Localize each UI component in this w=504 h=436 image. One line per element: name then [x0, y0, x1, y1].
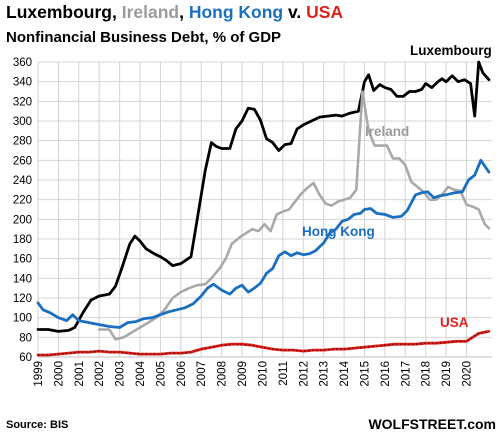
y-tick-label: 360 — [13, 57, 32, 69]
y-tick-label: 240 — [13, 175, 32, 187]
series-line-ireland — [97, 90, 491, 341]
y-tick-label: 280 — [13, 136, 32, 148]
annotation-usa: USA — [440, 315, 469, 330]
annotation-hong-kong: Hong Kong — [302, 224, 375, 239]
y-tick-label: 260 — [13, 155, 32, 167]
y-tick-label: 160 — [13, 254, 32, 266]
x-tick-label: 2014 — [339, 360, 351, 386]
chart-title-part: USA — [306, 2, 344, 22]
y-tick-label: 100 — [13, 313, 32, 325]
y-tick-label: 180 — [13, 234, 32, 246]
x-tick-label: 2006 — [176, 361, 188, 387]
chart-title-part: , — [111, 2, 122, 22]
y-tick-label: 60 — [19, 352, 32, 364]
y-tick-label: 220 — [13, 195, 32, 207]
source-note: Source: BIS — [6, 419, 68, 431]
x-tick-label: 2016 — [380, 361, 392, 387]
x-tick-label: 2001 — [74, 361, 86, 387]
chart-title-part: Luxembourg — [6, 2, 112, 22]
x-tick-label: 2013 — [319, 361, 331, 387]
y-tick-label: 80 — [19, 332, 32, 344]
x-tick-label: 2017 — [400, 361, 412, 387]
x-tick-label: 2000 — [53, 361, 65, 387]
x-tick-label: 2007 — [196, 361, 208, 387]
chart-title-part: Hong Kong — [188, 2, 284, 22]
x-tick-label: 2019 — [441, 361, 453, 387]
x-tick-label: 2009 — [237, 361, 249, 387]
x-tick-label: 2005 — [155, 361, 167, 387]
y-tick-label: 120 — [13, 293, 32, 305]
chart-subtitle: Nonfinancial Business Debt, % of GDP — [6, 29, 282, 46]
chart-title-part: , — [179, 2, 189, 22]
brand-watermark: WOLFSTREET.com — [368, 416, 496, 432]
series-line-hong-kong — [36, 158, 491, 329]
chart-title-part: v. — [283, 2, 307, 22]
x-tick-label: 2018 — [421, 361, 433, 387]
chart-title: Luxembourg, Ireland, Hong Kong v. USA — [6, 2, 343, 23]
y-tick-label: 140 — [13, 273, 32, 285]
x-tick-label: 2008 — [217, 361, 229, 387]
y-tick-label: 200 — [13, 214, 32, 226]
x-tick-label: 2003 — [115, 361, 127, 387]
series-line-luxembourg — [36, 60, 491, 333]
series-markers-usa — [38, 330, 490, 356]
annotation-luxembourg: Luxembourg — [410, 43, 492, 58]
y-tick-label: 340 — [13, 77, 32, 89]
annotation-ireland: Ireland — [365, 124, 409, 139]
x-tick-label: 2020 — [461, 361, 473, 387]
y-tick-label: 320 — [13, 96, 32, 108]
x-tick-label: 2012 — [298, 361, 310, 387]
x-tick-label: 2015 — [359, 361, 371, 387]
x-tick-label: 2010 — [257, 361, 269, 387]
x-tick-label: 1999 — [33, 361, 45, 387]
y-tick-label: 300 — [13, 116, 32, 128]
x-tick-label: 2011 — [278, 361, 290, 386]
chart-title-part: Ireland — [121, 2, 180, 22]
x-tick-label: 2004 — [135, 360, 147, 386]
x-tick-label: 2002 — [94, 361, 106, 387]
